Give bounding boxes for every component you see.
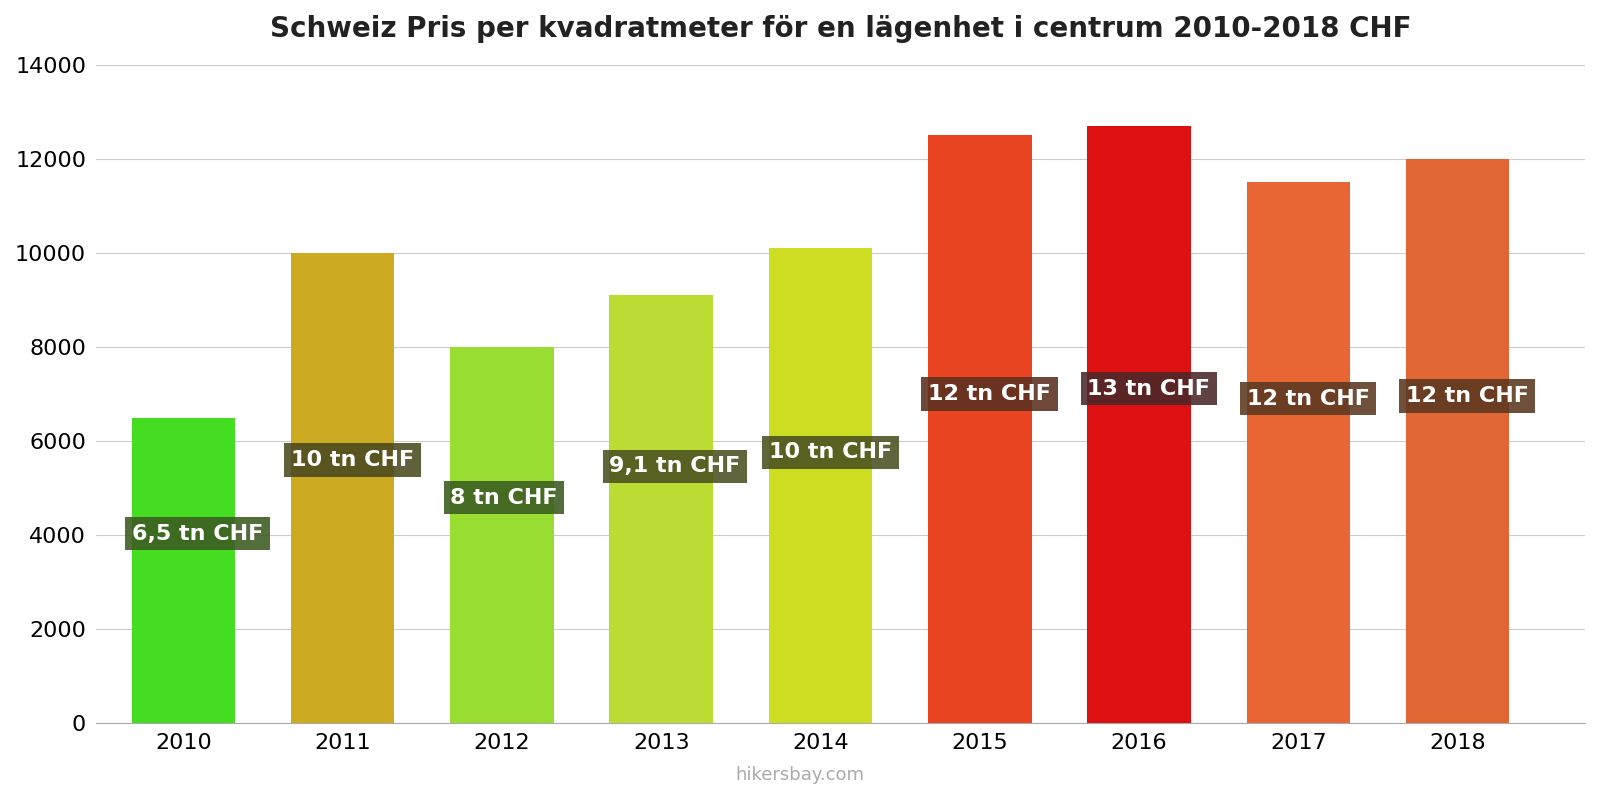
Bar — [1406, 159, 1509, 723]
Bar — [928, 135, 1032, 723]
Bar — [768, 248, 872, 723]
Bar — [610, 295, 714, 723]
Text: hikersbay.com: hikersbay.com — [736, 766, 864, 784]
Text: 9,1 tn CHF: 9,1 tn CHF — [610, 457, 741, 477]
Bar — [450, 347, 554, 723]
Text: 6,5 tn CHF: 6,5 tn CHF — [131, 524, 262, 544]
Text: 12 tn CHF: 12 tn CHF — [1246, 389, 1370, 409]
Bar — [1246, 182, 1350, 723]
Text: 10 tn CHF: 10 tn CHF — [291, 450, 414, 470]
Bar — [291, 253, 395, 723]
Text: 13 tn CHF: 13 tn CHF — [1088, 378, 1210, 398]
Text: 12 tn CHF: 12 tn CHF — [928, 384, 1051, 404]
Bar — [131, 418, 235, 723]
Text: 10 tn CHF: 10 tn CHF — [768, 442, 891, 462]
Title: Schweiz Pris per kvadratmeter för en lägenhet i centrum 2010-2018 CHF: Schweiz Pris per kvadratmeter för en läg… — [270, 15, 1411, 43]
Text: 8 tn CHF: 8 tn CHF — [450, 487, 558, 507]
Text: 12 tn CHF: 12 tn CHF — [1406, 386, 1528, 406]
Bar — [1088, 126, 1190, 723]
